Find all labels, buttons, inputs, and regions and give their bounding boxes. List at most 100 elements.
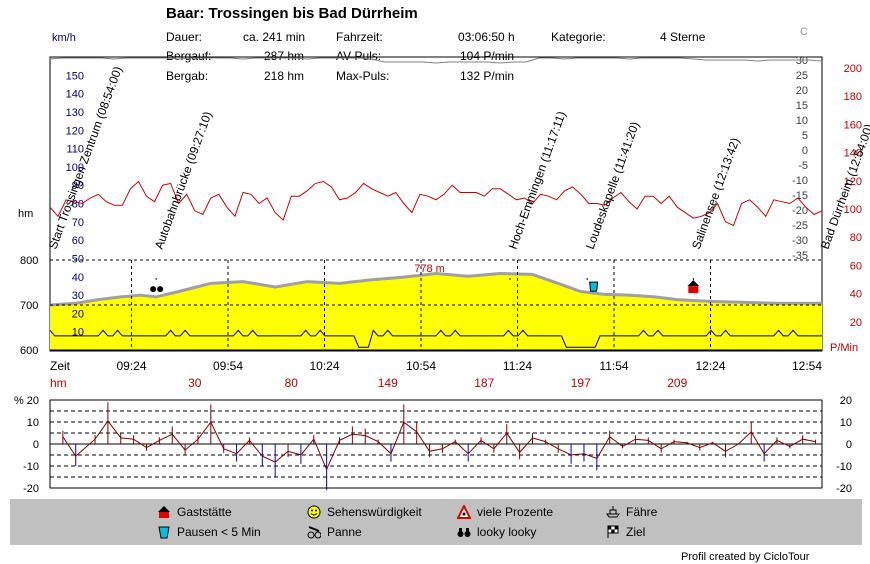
temperature-tick-label: -20 bbox=[792, 205, 808, 217]
gradient-line bbox=[62, 420, 816, 471]
bergab-value: 218 hm bbox=[264, 69, 305, 83]
pulse-tick-label: 200 bbox=[844, 63, 862, 75]
temp-unit-label: C bbox=[800, 26, 808, 38]
speed-unit-label: km/h bbox=[52, 32, 76, 44]
avpuls-value: 104 P/min bbox=[460, 49, 515, 63]
speed-line bbox=[49, 180, 823, 227]
time-tick-label: 10:54 bbox=[406, 359, 436, 373]
temperature-tick-label: 25 bbox=[796, 70, 808, 82]
waypoint-label: Bad Dürrheim (12:54:00) bbox=[818, 122, 870, 251]
pulse-tick-label: 60 bbox=[850, 260, 862, 272]
temperature-tick-label: 20 bbox=[796, 85, 808, 97]
pulse-unit-label: P/Min bbox=[830, 342, 858, 354]
legend-item-percent: viele Prozente bbox=[456, 503, 554, 519]
elevation-tick-label: 600 bbox=[20, 345, 38, 357]
time-tick-label: 09:54 bbox=[213, 359, 243, 373]
legend-label-percent: viele Prozente bbox=[477, 505, 554, 519]
legend-item-restaurant: Gaststätte bbox=[157, 505, 232, 519]
waypoint-label: Autobahnbrücke (09:27:10) bbox=[152, 110, 215, 251]
temperature-tick-label: -25 bbox=[792, 220, 808, 232]
gradient-tick-label-left: 20 bbox=[27, 395, 39, 407]
breakdown-icon bbox=[307, 525, 322, 539]
time-tick-label: 11:24 bbox=[503, 359, 532, 373]
pulse-tick-label: 140 bbox=[844, 148, 862, 160]
legend-label-ferry: Fähre bbox=[626, 505, 658, 519]
legend-panel: Gaststätte Pausen < 5 Min Sehenswürdigke… bbox=[10, 499, 862, 545]
avpuls-label: AV-Puls: bbox=[336, 49, 382, 63]
speed-tick-label: 130 bbox=[66, 107, 84, 119]
time-tick-label: 09:24 bbox=[116, 359, 146, 373]
legend-label-pause: Pausen < 5 Min bbox=[177, 525, 261, 539]
ferry-icon bbox=[606, 505, 620, 519]
hm-row-label: 30 bbox=[188, 376, 202, 390]
gradient-tick-label-left: 0 bbox=[33, 439, 39, 451]
legend-label-looky: looky looky bbox=[477, 525, 537, 539]
legend-item-ferry: Fähre bbox=[606, 505, 657, 519]
hm-row-label: hm bbox=[50, 376, 67, 390]
elevation-tick-label: 800 bbox=[20, 255, 38, 267]
hm-row-label: 80 bbox=[285, 376, 299, 390]
speed-tick-label: 90 bbox=[72, 180, 84, 192]
speed-tick-label: 140 bbox=[66, 89, 84, 101]
gradient-tick-label-left: -20 bbox=[23, 483, 39, 495]
dauer-label: Dauer: bbox=[166, 30, 203, 44]
temperature-tick-label: 15 bbox=[796, 100, 808, 112]
gradient-tick-label-right: 10 bbox=[840, 417, 852, 429]
elevation-outline bbox=[49, 271, 822, 307]
pulse-tick-label: 100 bbox=[844, 204, 862, 216]
hm-row-label: 149 bbox=[378, 376, 398, 390]
main-plot-frame bbox=[49, 56, 823, 352]
hm-row-label: 197 bbox=[571, 376, 591, 390]
gradient-tick-label-right: -10 bbox=[836, 461, 852, 473]
temperature-tick-label: 10 bbox=[796, 115, 808, 127]
legend-label-sight: Sehenswürdigkeit bbox=[327, 505, 422, 519]
legend-item-pause: Pausen < 5 Min bbox=[157, 525, 261, 539]
pulse-tick-label: 20 bbox=[850, 317, 862, 329]
fahrzeit-value: 03:06:50 h bbox=[458, 30, 515, 44]
binoculars-icon bbox=[150, 286, 164, 293]
smiley-icon bbox=[307, 505, 321, 519]
legend-item-sight: Sehenswürdigkeit bbox=[307, 505, 422, 519]
legend-label-breakdown: Panne bbox=[327, 525, 362, 539]
binoculars-icon bbox=[457, 525, 471, 539]
legend-label-finish: Ziel bbox=[626, 525, 646, 539]
gradient-tick-label-right: 0 bbox=[846, 439, 852, 451]
temperature-tick-label: 0 bbox=[802, 145, 808, 157]
temperature-tick-label: -30 bbox=[792, 235, 808, 247]
pulse-tick-label: 120 bbox=[844, 176, 862, 188]
speed-tick-label: 150 bbox=[66, 70, 84, 82]
dauer-value: ca. 241 min bbox=[243, 30, 306, 44]
time-tick-label: 11:54 bbox=[599, 359, 628, 373]
pause-cup-icon bbox=[157, 525, 171, 539]
waypoint-label: Loudeskapelle (11:41:20) bbox=[583, 120, 642, 251]
legend-item-looky: looky looky bbox=[457, 525, 536, 539]
hm-row-label: 187 bbox=[474, 376, 494, 390]
pulse-tick-label: 40 bbox=[850, 289, 862, 301]
restaurant-body bbox=[688, 286, 699, 294]
warning-triangle-icon bbox=[456, 503, 472, 519]
binoculars-lens bbox=[150, 286, 157, 293]
hm-row-label: 209 bbox=[667, 376, 687, 390]
gradient-tick-label-left: -10 bbox=[23, 461, 39, 473]
time-tick-label: Zeit bbox=[50, 359, 71, 373]
legend-item-finish: Ziel bbox=[606, 525, 645, 539]
kategorie-value: 4 Sterne bbox=[660, 30, 706, 44]
speed-tick-label: 30 bbox=[72, 290, 84, 302]
speed-tick-label: 20 bbox=[72, 308, 84, 320]
footer-credit: Profil created by CicloTour bbox=[681, 551, 810, 563]
elevation-area bbox=[50, 273, 822, 350]
temperature-tick-label: -5 bbox=[798, 160, 808, 172]
speed-tick-label: 60 bbox=[72, 235, 84, 247]
waypoint-label: Start Trossingen Zentrum (08:54:00) bbox=[46, 64, 125, 251]
speed-tick-label: 120 bbox=[66, 125, 84, 137]
page-title: Baar: Trossingen bis Bad Dürrheim bbox=[166, 5, 418, 22]
bergauf-label: Bergauf: bbox=[166, 49, 212, 63]
bergab-label: Bergab: bbox=[166, 69, 209, 83]
speed-tick-label: 110 bbox=[66, 144, 84, 156]
maxpuls-value: 132 P/min bbox=[460, 69, 515, 83]
temperature-tick-label: -35 bbox=[792, 250, 808, 262]
gradient-tick-label-right: 20 bbox=[840, 395, 852, 407]
temperature-tick-label: 5 bbox=[802, 130, 808, 142]
